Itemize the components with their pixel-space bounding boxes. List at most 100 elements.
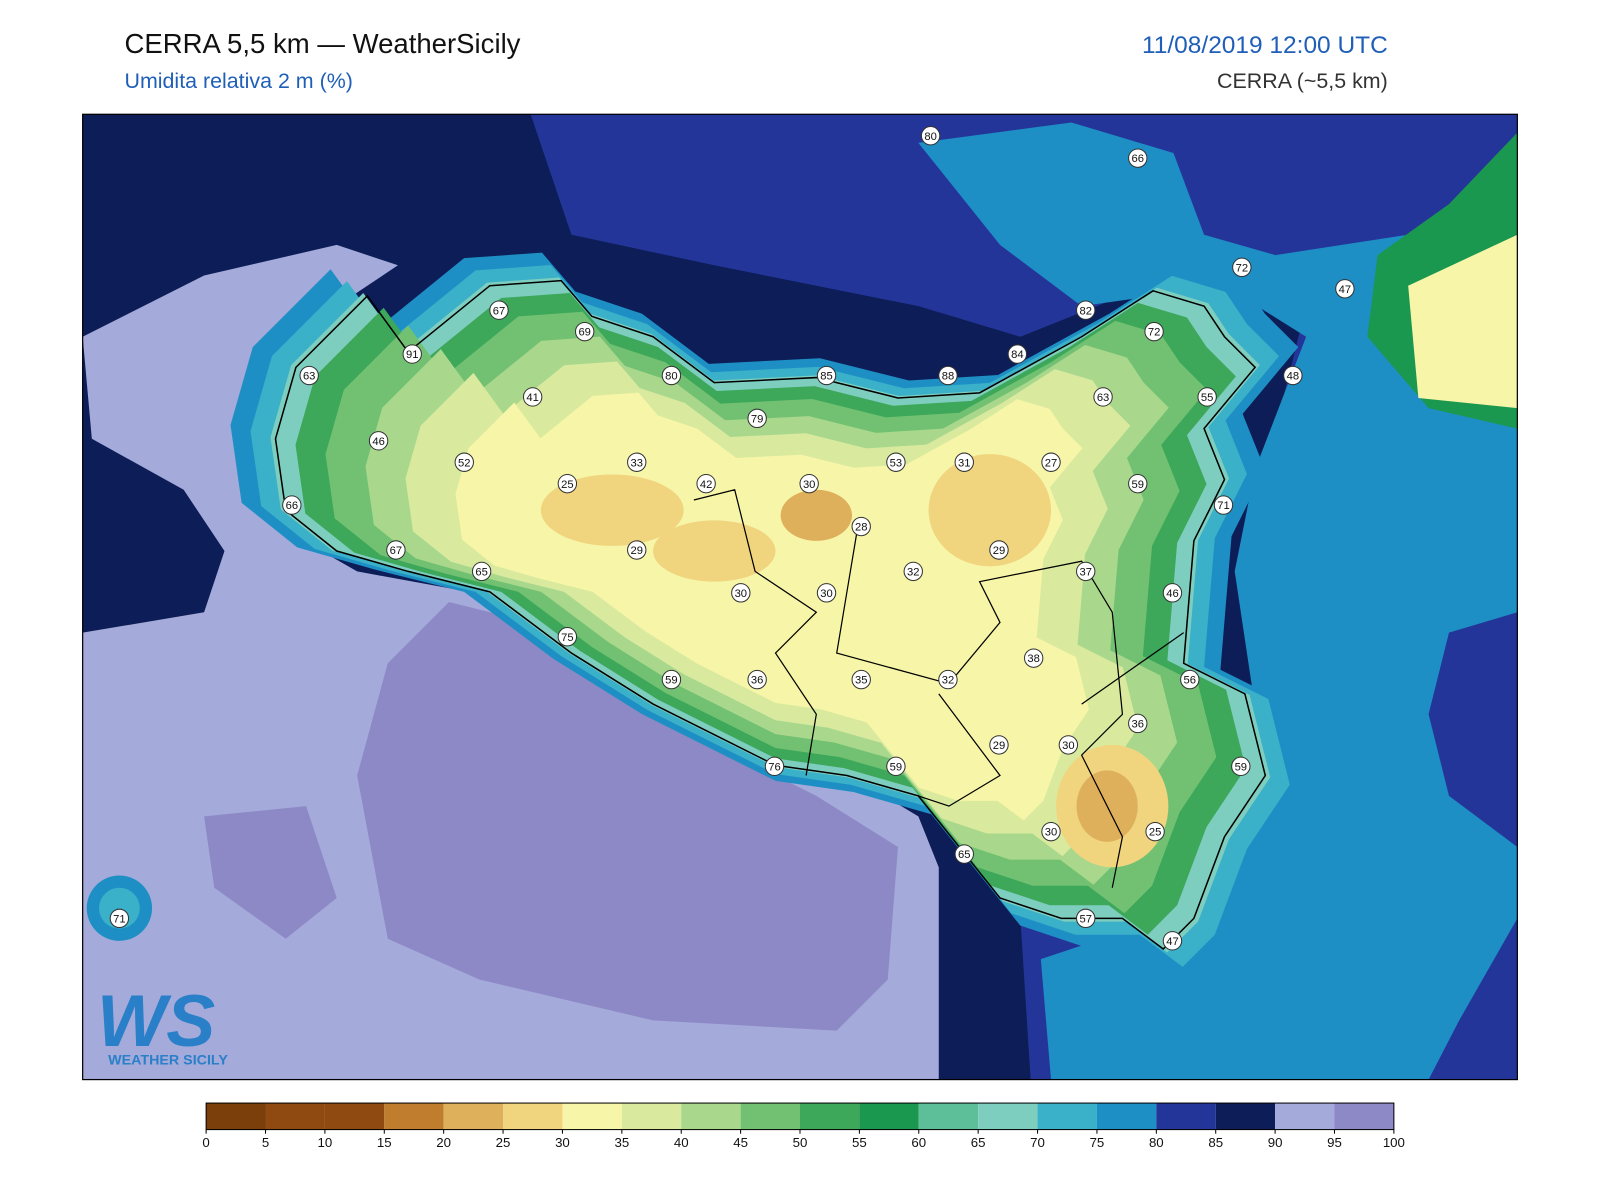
colorbar-tick-label: 25: [496, 1135, 511, 1150]
station-marker: [627, 452, 647, 472]
station-marker: [1128, 713, 1148, 734]
station-marker: [299, 365, 319, 386]
station-value: 36: [751, 675, 763, 687]
station-value: 75: [561, 632, 573, 644]
station-marker: [522, 387, 543, 407]
colorbar-segment: [978, 1103, 1038, 1130]
colorbar-tick-label: 10: [318, 1135, 333, 1150]
station-value: 38: [1027, 653, 1039, 665]
station-value: 79: [751, 413, 763, 425]
station-value: 82: [1079, 305, 1091, 317]
station-value: 32: [942, 675, 954, 687]
colorbar-tick-label: 50: [793, 1135, 808, 1150]
station-marker: [1213, 495, 1234, 515]
station-marker: [1041, 821, 1061, 842]
station-value: 29: [993, 545, 1005, 557]
colorbar-tick-label: 95: [1327, 1135, 1342, 1150]
station-value: 30: [1045, 827, 1057, 839]
colorbar-segment: [384, 1103, 444, 1130]
colorbar-tick-label: 65: [971, 1135, 986, 1150]
station-value: 80: [665, 371, 677, 383]
station-value: 91: [406, 349, 418, 361]
station-marker: [851, 669, 871, 690]
station-marker: [471, 561, 492, 582]
logo-text: WEATHER SICILY: [108, 1052, 228, 1068]
station-marker: [886, 452, 906, 472]
station-marker: [1128, 148, 1148, 168]
station-value: 52: [458, 457, 470, 469]
station-value: 47: [1166, 936, 1178, 948]
stations: 80 66 72 47 82 72 67 69 91 84 63 80 85 88 63 55 48 41 79 46…: [109, 126, 1355, 951]
station-marker: [557, 627, 578, 647]
colorbar-segment: [800, 1103, 860, 1130]
station-value: 59: [1132, 479, 1144, 491]
station-marker: [109, 908, 130, 929]
station-marker: [1128, 473, 1148, 494]
colorbar-segment: [1215, 1103, 1276, 1130]
station-marker: [1335, 279, 1355, 299]
date: 11/08/2019 12:00 UTC: [1142, 32, 1388, 59]
colorbar-segment: [503, 1103, 563, 1130]
station-marker: [575, 321, 595, 342]
colorbar-segment: [1156, 1103, 1216, 1130]
station-value: 59: [890, 761, 902, 773]
station-value: 57: [1079, 913, 1091, 925]
station-value: 88: [942, 371, 954, 383]
station-marker: [661, 669, 682, 690]
station-marker: [1023, 648, 1044, 668]
colorbar-tick-label: 20: [436, 1135, 451, 1150]
station-value: 25: [561, 479, 573, 491]
station-value: 76: [768, 761, 780, 773]
station-value: 30: [735, 588, 747, 600]
station-value: 67: [390, 545, 402, 557]
station-value: 56: [1184, 675, 1196, 687]
station-value: 30: [820, 588, 832, 600]
station-value: 41: [526, 392, 538, 404]
station-marker: [747, 408, 767, 429]
station-value: 47: [1339, 284, 1351, 296]
station-value: 72: [1148, 327, 1160, 339]
station-marker: [989, 735, 1009, 755]
station-value: 30: [803, 479, 815, 491]
station-value: 66: [1132, 153, 1144, 165]
station-marker: [731, 583, 751, 603]
station-value: 66: [286, 500, 298, 512]
colorbar-segment: [1037, 1103, 1097, 1130]
station-marker: [903, 561, 923, 582]
station-value: 28: [855, 522, 867, 534]
colorbar-tick-label: 15: [377, 1135, 392, 1150]
station-value: 80: [924, 131, 936, 143]
station-value: 84: [1011, 349, 1023, 361]
subtitle: Umidita relativa 2 m (%): [124, 69, 352, 93]
station-value: 72: [1236, 262, 1248, 274]
colorbar-tick-label: 55: [852, 1135, 867, 1150]
station-marker: [368, 431, 389, 451]
station-value: 67: [493, 305, 505, 317]
station-marker: [1162, 583, 1183, 603]
station-marker: [661, 365, 682, 386]
colorbar-tick-label: 75: [1090, 1135, 1105, 1150]
station-marker: [1144, 321, 1164, 342]
station-value: 71: [1217, 500, 1229, 512]
station-value: 65: [475, 567, 487, 579]
station-marker: [799, 473, 819, 494]
colorbar-tick-label: 30: [555, 1135, 570, 1150]
station-value: 63: [1097, 392, 1109, 404]
station-marker: [454, 452, 474, 472]
colorbar-segment: [621, 1103, 682, 1130]
station-marker: [1076, 300, 1096, 320]
station-marker: [1197, 387, 1217, 407]
station-value: 29: [993, 740, 1005, 752]
station-value: 46: [372, 436, 384, 448]
colorbar-tick-label: 70: [1030, 1135, 1045, 1150]
colorbar-segment: [740, 1103, 800, 1130]
colorbar-tick-label: 0: [202, 1135, 209, 1150]
colorbar-tick-label: 60: [911, 1135, 926, 1150]
station-marker: [1058, 735, 1079, 755]
colorbar-segment: [562, 1103, 622, 1130]
station-marker: [696, 473, 716, 494]
station-marker: [489, 300, 509, 320]
station-marker: [747, 669, 767, 690]
station-value: 42: [700, 479, 712, 491]
